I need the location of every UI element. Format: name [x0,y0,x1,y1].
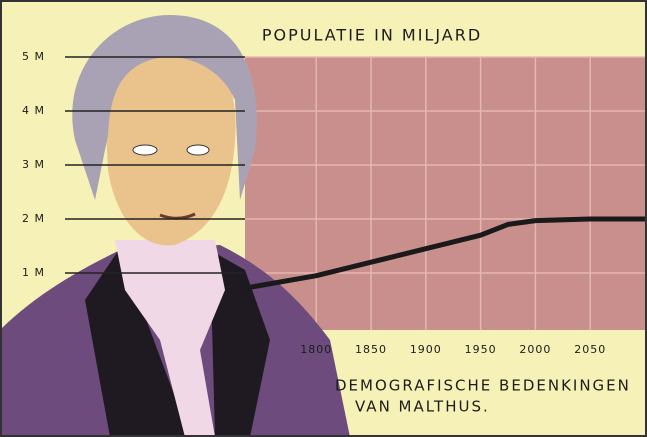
x-tick-label: 1800 [300,343,332,356]
chart-title: POPULATIE IN MILJARD [262,26,482,45]
x-tick-label: 2050 [574,343,606,356]
eye [187,145,209,155]
annotation: VAN MALTHUS. [355,398,490,416]
x-tick-label: 2000 [519,343,551,356]
x-tick-label: 1950 [465,343,497,356]
annotation: DEMOGRAFISCHE BEDENKINGEN [335,377,631,395]
plot-area [245,57,645,330]
y-tick-label: 4 M [22,104,45,117]
y-tick-label: 5 M [22,50,45,63]
y-tick-label: 1 M [22,266,45,279]
y-tick-label: 2 M [22,212,45,225]
x-tick-label: 1850 [355,343,387,356]
eye [133,145,157,155]
x-tick-label: 1900 [410,343,442,356]
y-tick-label: 3 M [22,158,45,171]
illustration: POPULATIE IN MILJARD DEMOGRAFISCHE BEDEN… [0,0,647,437]
